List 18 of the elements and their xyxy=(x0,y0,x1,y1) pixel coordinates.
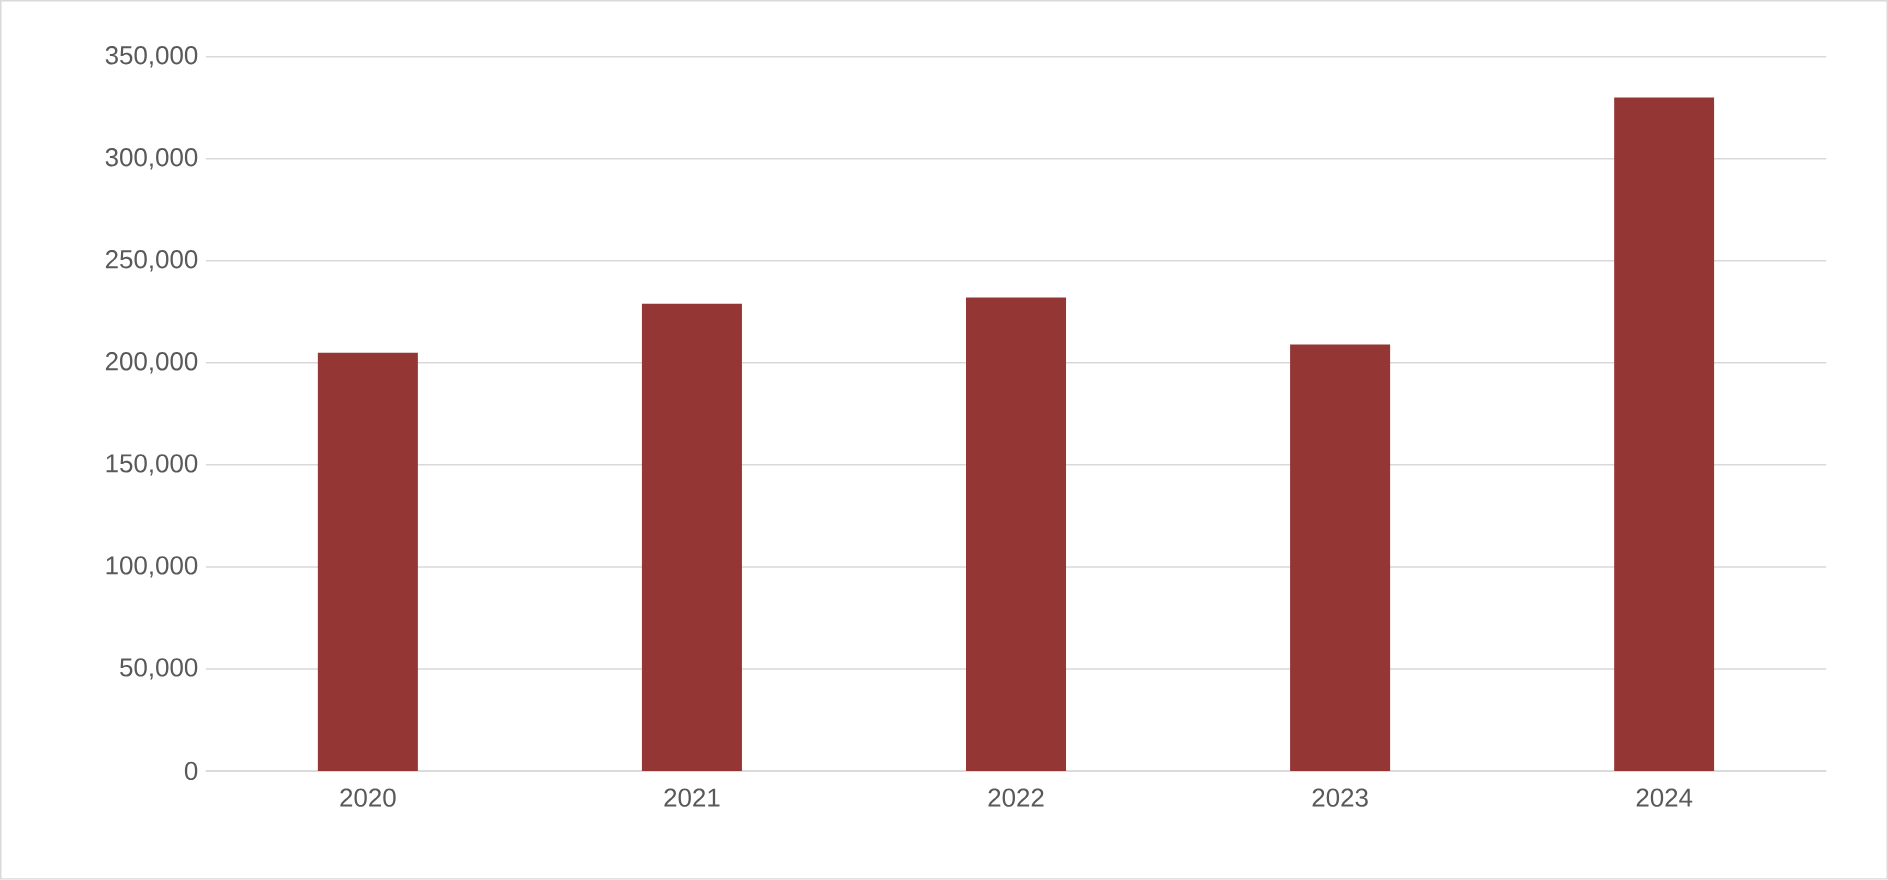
x-tick-label: 2021 xyxy=(664,788,720,807)
x-tick-label: 2022 xyxy=(988,788,1044,807)
bar xyxy=(641,303,742,772)
y-tick-label: 200,000 xyxy=(105,352,198,374)
bar xyxy=(317,352,418,772)
y-tick-label: 0 xyxy=(184,761,198,781)
bar xyxy=(1614,97,1715,772)
bar xyxy=(966,297,1067,772)
y-tick-label: 350,000 xyxy=(105,46,198,68)
y-tick-label: 50,000 xyxy=(120,658,198,680)
x-tick-label: 2023 xyxy=(1312,788,1368,807)
y-tick-label: 250,000 xyxy=(105,250,198,272)
y-tick-label: 150,000 xyxy=(106,454,198,476)
bar xyxy=(1290,344,1391,772)
x-tick-label: 2020 xyxy=(340,788,396,807)
x-tick-label: 2024 xyxy=(1636,788,1693,807)
y-tick-label: 300,000 xyxy=(105,148,198,170)
y-tick-label: 100,000 xyxy=(106,556,198,578)
